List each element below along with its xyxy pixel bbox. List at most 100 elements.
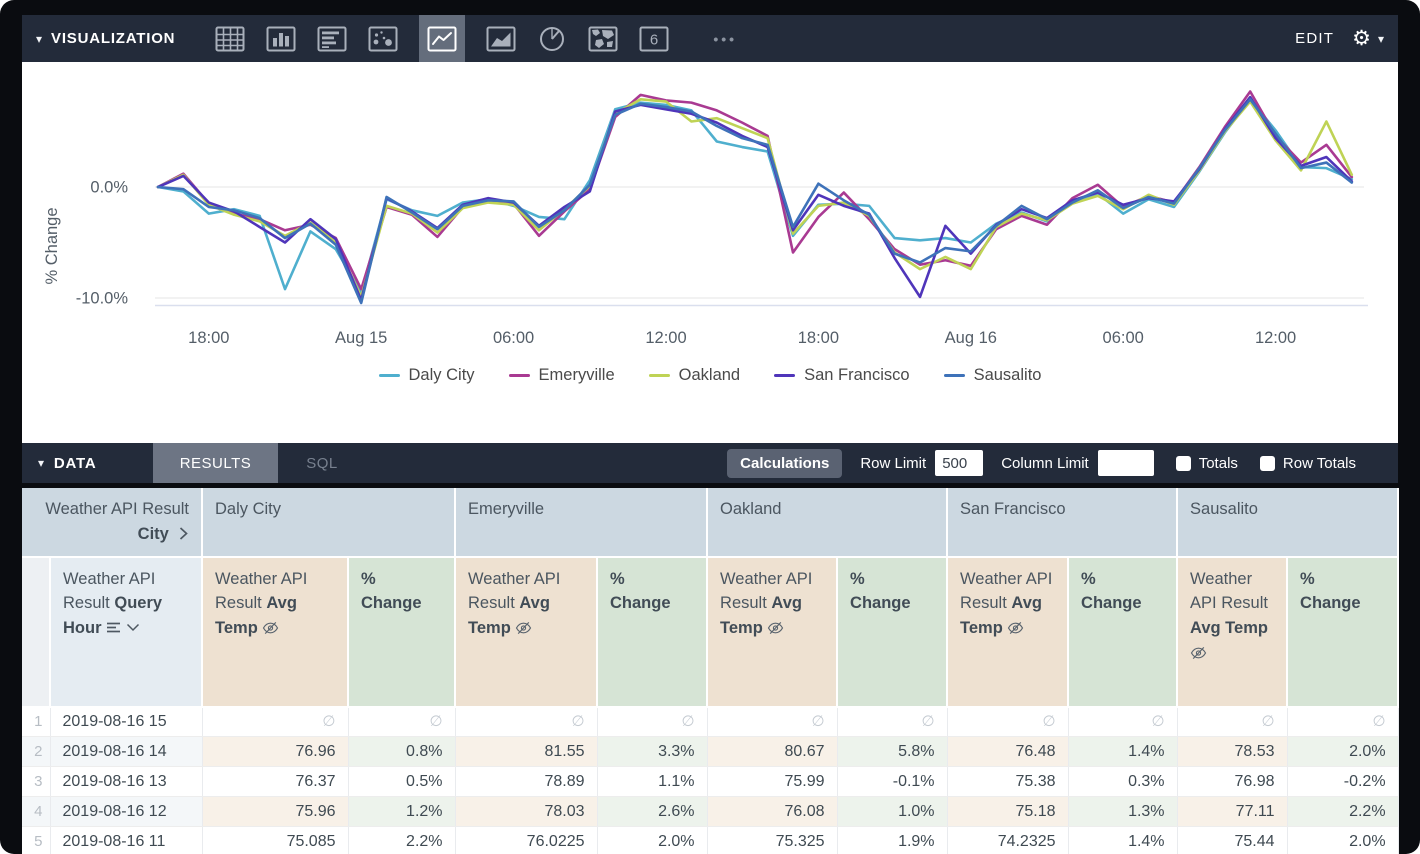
line-chart[interactable]: 0.0% -10.0% 18:00 Aug 15 06:00 12:00 18:00 Aug … xyxy=(22,62,1398,352)
pct-change-cell[interactable]: 0.3% xyxy=(1068,766,1178,797)
row-totals-checkbox[interactable] xyxy=(1259,455,1275,471)
calc-header-oakland[interactable]: % Change xyxy=(837,556,949,708)
avg-temp-cell[interactable]: ∅ xyxy=(707,706,838,737)
pct-change-cell[interactable]: 2.0% xyxy=(1287,736,1399,767)
avg-temp-cell[interactable]: 75.38 xyxy=(947,766,1069,797)
calc-header-sausalito[interactable]: % Change xyxy=(1287,556,1400,708)
row-limit-input[interactable] xyxy=(935,450,984,476)
map-icon[interactable] xyxy=(588,15,618,62)
avg-temp-cell[interactable]: ∅ xyxy=(455,706,598,737)
measure-header-oakland[interactable]: Weather API Result Avg Temp xyxy=(707,556,839,708)
avg-temp-cell[interactable]: 78.53 xyxy=(1177,736,1288,767)
row-field-header[interactable]: Weather API Result Query Hour xyxy=(50,556,203,708)
series-line-emeryville[interactable] xyxy=(156,90,1354,291)
pct-change-cell[interactable]: 1.4% xyxy=(1068,826,1178,854)
column-limit-input[interactable] xyxy=(1097,450,1154,476)
avg-temp-cell[interactable]: 75.96 xyxy=(202,796,349,827)
series-line-sausalito[interactable] xyxy=(156,98,1354,305)
pct-change-cell[interactable]: 0.8% xyxy=(348,736,456,767)
avg-temp-cell[interactable]: 74.2325 xyxy=(947,826,1069,854)
avg-temp-cell[interactable]: 75.18 xyxy=(947,796,1069,827)
pivot-value-header-oakland[interactable]: Oakland xyxy=(707,488,949,558)
pct-change-cell[interactable]: 5.8% xyxy=(837,736,948,767)
avg-temp-cell[interactable]: 76.96 xyxy=(202,736,349,767)
pct-change-cell[interactable]: ∅ xyxy=(1287,706,1399,737)
query-hour-cell[interactable]: 2019-08-16 15 xyxy=(50,706,203,737)
pct-change-cell[interactable]: 2.6% xyxy=(597,796,708,827)
query-hour-cell[interactable]: 2019-08-16 11 xyxy=(50,826,203,854)
pct-change-cell[interactable]: 1.9% xyxy=(837,826,948,854)
avg-temp-cell[interactable]: ∅ xyxy=(202,706,349,737)
bar-chart-icon[interactable] xyxy=(317,15,347,62)
measure-header-emeryville[interactable]: Weather API Result Avg Temp xyxy=(455,556,599,708)
avg-temp-cell[interactable]: 75.085 xyxy=(202,826,349,854)
pivot-value-header-daly-city[interactable]: Daly City xyxy=(202,488,457,558)
avg-temp-cell[interactable]: 76.98 xyxy=(1177,766,1288,797)
single-value-icon[interactable]: 6 xyxy=(639,15,669,62)
measure-header-san-francisco[interactable]: Weather API Result Avg Temp xyxy=(947,556,1070,708)
pct-change-cell[interactable]: 1.1% xyxy=(597,766,708,797)
pct-change-cell[interactable]: 2.2% xyxy=(348,826,456,854)
table-chart-icon[interactable] xyxy=(215,15,245,62)
pivot-field-header[interactable]: Weather API Result City xyxy=(22,488,203,558)
series-line-san-francisco[interactable] xyxy=(156,95,1354,302)
pct-change-cell[interactable]: 2.2% xyxy=(1287,796,1399,827)
avg-temp-cell[interactable]: 75.99 xyxy=(707,766,838,797)
avg-temp-cell[interactable]: ∅ xyxy=(1177,706,1288,737)
gear-caret-icon[interactable]: ▾ xyxy=(1377,31,1384,46)
measure-header-sausalito[interactable]: Weather API Result Avg Temp xyxy=(1177,556,1289,708)
avg-temp-cell[interactable]: 76.08 xyxy=(707,796,838,827)
area-chart-icon[interactable] xyxy=(486,15,516,62)
totals-label: Totals xyxy=(1198,454,1238,472)
pct-change-cell[interactable]: 1.4% xyxy=(1068,736,1178,767)
pct-change-cell[interactable]: 2.0% xyxy=(1287,826,1399,854)
calc-header-emeryville[interactable]: % Change xyxy=(597,556,709,708)
edit-button[interactable]: EDIT xyxy=(1295,30,1335,47)
avg-temp-cell[interactable]: 76.37 xyxy=(202,766,349,797)
gear-icon[interactable]: ⚙ xyxy=(1352,27,1371,50)
pct-change-cell[interactable]: ∅ xyxy=(837,706,948,737)
more-options-icon[interactable]: ••• xyxy=(713,30,738,47)
pivot-value-header-san-francisco[interactable]: San Francisco xyxy=(947,488,1179,558)
avg-temp-cell[interactable]: ∅ xyxy=(947,706,1069,737)
avg-temp-cell[interactable]: 80.67 xyxy=(707,736,838,767)
visualization-collapse-caret-icon[interactable]: ▾ xyxy=(36,31,43,46)
tab-results[interactable]: RESULTS xyxy=(153,443,278,483)
calc-header-san-francisco[interactable]: % Change xyxy=(1068,556,1179,708)
pct-change-cell[interactable]: -0.1% xyxy=(837,766,948,797)
avg-temp-cell[interactable]: 75.44 xyxy=(1177,826,1288,854)
avg-temp-cell[interactable]: 78.03 xyxy=(455,796,598,827)
avg-temp-cell[interactable]: 76.48 xyxy=(947,736,1069,767)
pivot-value-header-sausalito[interactable]: Sausalito xyxy=(1177,488,1400,558)
totals-checkbox[interactable] xyxy=(1175,455,1191,471)
line-chart-icon[interactable] xyxy=(419,15,466,62)
avg-temp-cell[interactable]: 77.11 xyxy=(1177,796,1288,827)
tab-sql[interactable]: SQL xyxy=(306,454,338,472)
pct-change-cell[interactable]: -0.2% xyxy=(1287,766,1399,797)
pct-change-cell[interactable]: ∅ xyxy=(597,706,708,737)
pct-change-cell[interactable]: 1.0% xyxy=(837,796,948,827)
pct-change-cell[interactable]: ∅ xyxy=(1068,706,1178,737)
pct-change-cell[interactable]: 0.5% xyxy=(348,766,456,797)
pie-chart-icon[interactable] xyxy=(537,15,567,62)
data-collapse-caret-icon[interactable]: ▾ xyxy=(38,456,45,470)
pivot-value-header-emeryville[interactable]: Emeryville xyxy=(455,488,709,558)
pct-change-cell[interactable]: 1.3% xyxy=(1068,796,1178,827)
query-hour-cell[interactable]: 2019-08-16 14 xyxy=(50,736,203,767)
calc-header-daly-city[interactable]: % Change xyxy=(348,556,457,708)
avg-temp-cell[interactable]: 75.325 xyxy=(707,826,838,854)
avg-temp-cell[interactable]: 81.55 xyxy=(455,736,598,767)
scatter-chart-icon[interactable] xyxy=(368,15,398,62)
pct-change-cell[interactable]: ∅ xyxy=(348,706,456,737)
pct-change-cell[interactable]: 3.3% xyxy=(597,736,708,767)
calculations-button[interactable]: Calculations xyxy=(727,448,843,478)
pct-change-cell[interactable]: 1.2% xyxy=(348,796,456,827)
avg-temp-cell[interactable]: 76.0225 xyxy=(455,826,598,854)
avg-temp-cell[interactable]: 78.89 xyxy=(455,766,598,797)
pct-change-cell[interactable]: 2.0% xyxy=(597,826,708,854)
query-hour-cell[interactable]: 2019-08-16 12 xyxy=(50,796,203,827)
measure-header-daly-city[interactable]: Weather API Result Avg Temp xyxy=(202,556,349,708)
column-chart-icon[interactable] xyxy=(266,15,296,62)
column-limit-label: Column Limit xyxy=(1001,454,1089,472)
query-hour-cell[interactable]: 2019-08-16 13 xyxy=(50,766,203,797)
